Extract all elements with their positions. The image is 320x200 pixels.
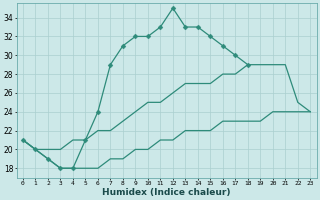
X-axis label: Humidex (Indice chaleur): Humidex (Indice chaleur) [102,188,231,197]
